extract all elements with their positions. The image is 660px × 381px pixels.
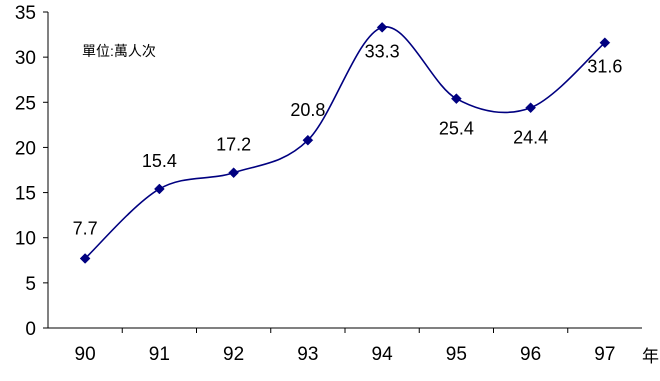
x-axis-label: 年 — [642, 347, 659, 366]
y-tick-label: 10 — [15, 229, 36, 250]
data-label: 17.2 — [216, 135, 251, 155]
data-point — [228, 167, 239, 179]
y-tick-label: 35 — [15, 3, 36, 24]
x-tick-label: 90 — [75, 344, 96, 365]
y-tick-label: 25 — [15, 93, 36, 114]
data-label: 24.4 — [513, 128, 548, 148]
data-label: 25.4 — [439, 119, 474, 139]
y-axis-ticks: 0 5 10 15 20 25 30 35 — [15, 3, 48, 340]
x-tick-label: 96 — [520, 344, 541, 365]
x-tick-label: 93 — [297, 344, 318, 365]
data-markers — [79, 21, 611, 264]
data-label: 33.3 — [365, 41, 400, 61]
data-point — [79, 253, 91, 264]
y-tick-label: 5 — [25, 274, 36, 295]
x-tick-label: 94 — [372, 344, 394, 365]
data-label: 15.4 — [142, 151, 177, 171]
data-point — [376, 21, 388, 33]
y-tick-label: 20 — [15, 138, 36, 159]
y-tick-label: 0 — [25, 319, 36, 340]
data-label: 31.6 — [587, 57, 622, 77]
x-tick-label: 95 — [446, 344, 467, 365]
data-point — [302, 134, 314, 146]
x-tick-label: 92 — [223, 344, 244, 365]
x-tick-label: 91 — [149, 344, 170, 365]
y-tick-label: 15 — [15, 184, 36, 205]
y-tick-label: 30 — [15, 48, 36, 69]
data-point — [525, 102, 536, 114]
data-point — [599, 37, 611, 49]
data-point — [451, 93, 462, 105]
x-tick-label: 97 — [594, 344, 615, 365]
data-labels: 7.7 15.4 17.2 20.8 33.3 25.4 24.4 31.6 — [73, 41, 623, 238]
data-label: 20.8 — [290, 100, 325, 120]
data-label: 7.7 — [73, 218, 98, 238]
x-axis-ticks: 90 91 92 93 94 95 96 97 — [75, 328, 615, 365]
series-line — [84, 26, 606, 260]
data-point — [154, 183, 165, 195]
unit-note: 單位:萬人次 — [82, 43, 156, 59]
